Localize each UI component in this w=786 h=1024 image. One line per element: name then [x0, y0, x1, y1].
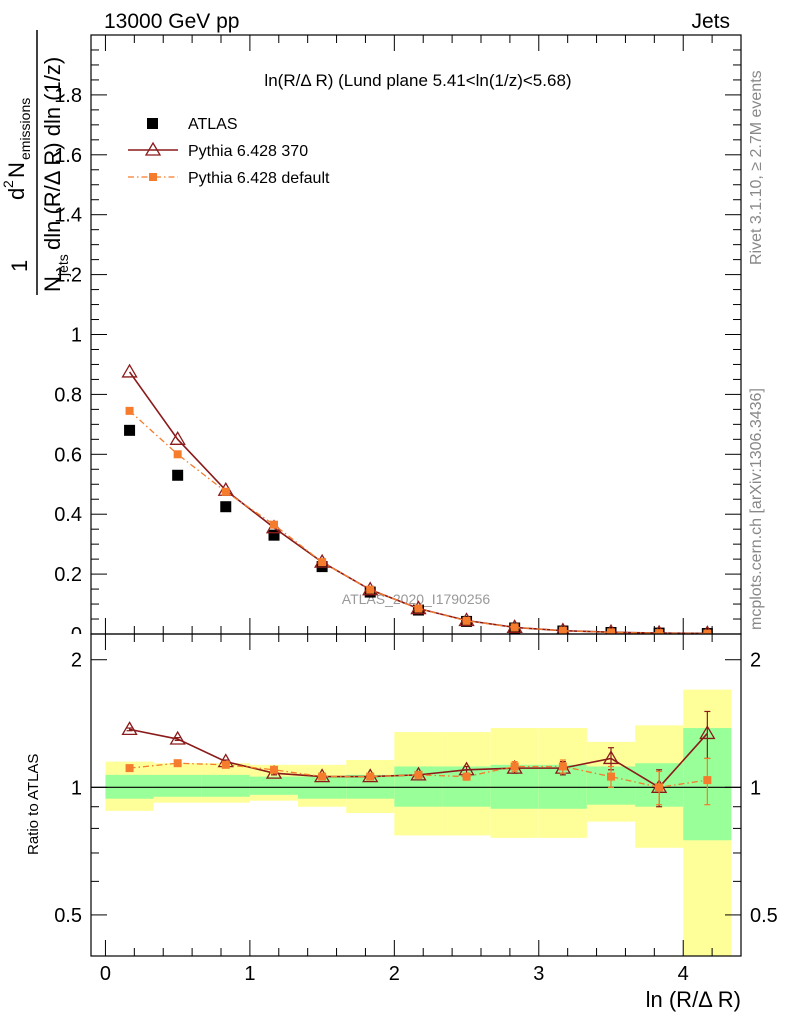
- ylabel-ratio: Ratio to ATLAS: [25, 754, 42, 855]
- data-point: [318, 558, 327, 567]
- y-tick-label-right: 2: [750, 650, 761, 672]
- data-point: [462, 772, 471, 781]
- xlabel: ln (R/Δ R): [646, 987, 741, 1012]
- x-tick-label: 2: [389, 963, 400, 985]
- x-tick-label: 1: [244, 963, 255, 985]
- ylabel-numerator-n: N: [4, 162, 29, 178]
- data-point: [220, 501, 232, 513]
- header-right: Jets: [691, 10, 730, 33]
- mcplots-label: mcplots.cern.ch [arXiv:1306.3436]: [748, 388, 765, 630]
- y-tick-label: 1.8: [54, 85, 82, 107]
- data-point: [462, 616, 471, 625]
- ylabel-denominator-sub: jets: [55, 254, 71, 277]
- x-tick-label: 0: [100, 963, 111, 985]
- data-point: [270, 765, 279, 774]
- legend: ATLAS Pythia 6.428 370 Pythia 6.428 defa…: [128, 116, 330, 187]
- data-point: [558, 626, 567, 634]
- data-point: [318, 772, 327, 781]
- main-panel: 0.2 0.4 0.6 0.8 1 1.2 1.4 1.6 1.8 0: [54, 34, 742, 646]
- data-point: [510, 762, 519, 771]
- data-point: [169, 730, 186, 745]
- data-point: [221, 487, 230, 496]
- x-tick-label: 4: [678, 963, 689, 985]
- data-point: [125, 764, 134, 773]
- data-point: [270, 520, 279, 529]
- series-pydef-ratio: [125, 757, 712, 806]
- data-point: [607, 628, 615, 634]
- data-point: [172, 469, 184, 481]
- header-left: 13000 GeV pp: [104, 10, 239, 33]
- band-inner-bin: [201, 774, 250, 797]
- y-tick-label: 1.4: [54, 205, 82, 227]
- y-tick-label: 1: [71, 325, 82, 347]
- data-point: [703, 629, 712, 634]
- data-point: [602, 750, 620, 765]
- ylabel-denominator-n: N: [40, 276, 65, 292]
- data-point: [366, 772, 375, 781]
- rivet-label: Rivet 3.1.10, ≥ 2.7M events: [748, 70, 765, 265]
- data-point: [121, 721, 138, 736]
- plot-title: ln(R/Δ R) (Lund plane 5.41<ln(1/z)<5.68): [264, 71, 571, 90]
- y-tick-label: 1: [71, 777, 82, 799]
- y-tick-label: 0.5: [54, 905, 82, 927]
- data-point: [558, 762, 567, 771]
- series-pydef: [125, 406, 712, 634]
- y-tick-label: 0.4: [54, 504, 82, 526]
- data-point: [414, 604, 423, 613]
- ylabel-main: 1 d 2 N emissions N jets dln (R/Δ R) dln…: [0, 30, 71, 295]
- data-point: [221, 760, 230, 769]
- legend-py370-label: Pythia 6.428 370: [188, 143, 308, 160]
- data-point: [510, 623, 519, 632]
- data-point: [124, 424, 136, 436]
- data-point: [703, 776, 712, 785]
- data-point: [169, 431, 186, 445]
- y-tick-label-zero: 0: [71, 624, 82, 646]
- data-point: [607, 772, 615, 781]
- ylabel-one: 1: [7, 260, 32, 272]
- data-point: [173, 759, 182, 768]
- legend-atlas-marker: [147, 118, 158, 129]
- ylabel-denominator-rest: dln (R/Δ R) dln (1/z): [40, 57, 65, 250]
- watermark: ATLAS_2020_I1790256: [342, 591, 491, 607]
- ylabel-numerator-sub: emissions: [17, 98, 33, 160]
- ratio-panel: 0.5 0.5 1 1 2 2 0 1 2 3 4: [54, 633, 778, 985]
- y-tick-label: 0.6: [54, 444, 82, 466]
- x-tick-label: 3: [533, 963, 544, 985]
- band-inner-bin: [153, 774, 202, 797]
- data-point: [268, 529, 280, 541]
- data-point: [655, 783, 664, 792]
- legend-pydef-marker: [149, 173, 157, 181]
- y-tick-label: 0.2: [54, 564, 82, 586]
- data-point: [173, 450, 182, 459]
- data-point: [121, 363, 138, 378]
- data-point: [699, 725, 716, 740]
- ylabel-numerator-power: 2: [0, 180, 16, 188]
- y-tick-label-right: 0.5: [750, 905, 778, 927]
- panel-frame: [90, 633, 742, 957]
- ylabel-numerator-d: d: [4, 188, 29, 200]
- legend-atlas-label: ATLAS: [188, 116, 238, 133]
- data-point: [366, 585, 375, 594]
- y-tick-label: 1.6: [54, 145, 82, 167]
- band-inner-bin: [249, 776, 298, 795]
- data-point: [414, 770, 423, 779]
- y-tick-label: 1.2: [54, 265, 82, 287]
- data-point: [125, 406, 134, 415]
- y-tick-label: 0.8: [54, 384, 82, 406]
- y-tick-label-right: 1: [750, 777, 761, 799]
- y-tick-label: 2: [71, 650, 82, 672]
- legend-pydef-label: Pythia 6.428 default: [188, 170, 330, 187]
- data-point: [655, 629, 664, 634]
- legend-py370-marker: [144, 141, 162, 156]
